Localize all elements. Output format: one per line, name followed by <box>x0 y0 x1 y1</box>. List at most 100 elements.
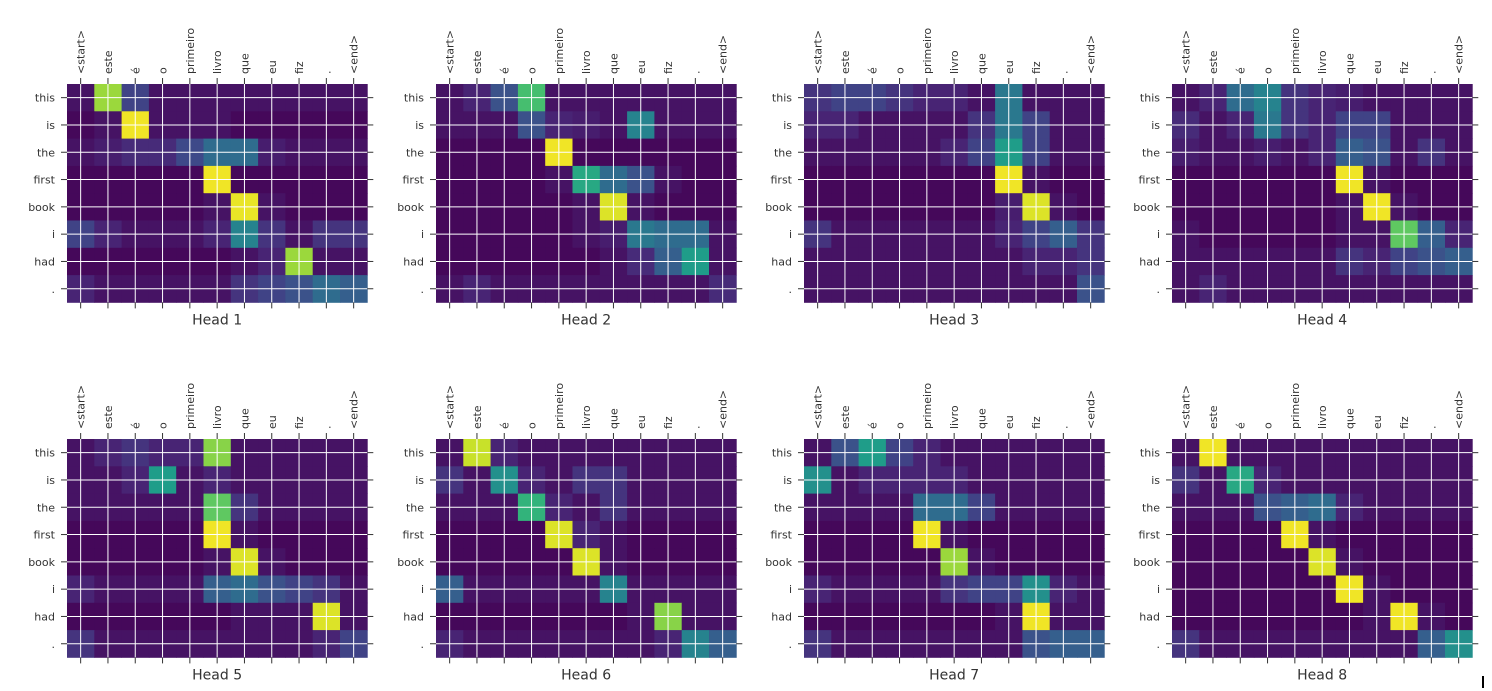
y-tick-labels: this is the first book i had. <box>765 447 792 651</box>
x-tick-label: primeiro <box>553 383 566 429</box>
y-tick-label: this <box>35 447 55 460</box>
x-tick-labels: <start> este é o primeiro livro que eu fiz. <end> <box>1180 383 1466 429</box>
x-tick-label: que <box>975 53 988 74</box>
x-tick-label: . <box>1057 71 1070 75</box>
x-tick-labels: <start> este é o primeiro livro que eu fiz. <end> <box>1180 28 1466 74</box>
head-title: Head 7 <box>929 667 979 683</box>
y-tick-label: this <box>772 447 792 460</box>
x-tick-label: eu <box>1003 60 1016 74</box>
y-tick-label: book <box>765 201 792 214</box>
tick-marks <box>430 433 743 664</box>
y-tick-label: i <box>1157 583 1160 596</box>
tick-marks <box>61 78 374 309</box>
y-tick-label: book <box>397 201 424 214</box>
x-tick-label: é <box>498 67 511 74</box>
x-tick-label: . <box>689 71 702 75</box>
x-tick-label: livro <box>1316 50 1329 74</box>
y-tick-label: i <box>52 228 55 241</box>
y-tick-label: . <box>789 638 793 651</box>
y-tick-label: i <box>1157 228 1160 241</box>
x-tick-label: que <box>607 408 620 429</box>
y-tick-label: this <box>772 92 792 105</box>
x-tick-label: este <box>1207 50 1220 74</box>
y-tick-label: i <box>421 228 424 241</box>
x-tick-label: livro <box>211 50 224 74</box>
x-tick-labels: <start> este é o primeiro livro que eu fiz. <end> <box>75 383 361 429</box>
x-tick-label: primeiro <box>553 28 566 74</box>
y-tick-label: first <box>403 529 425 542</box>
x-tick-label: fiz <box>662 61 675 74</box>
x-tick-label: . <box>689 426 702 430</box>
head-panel-4: <start> este é o primeiro livro que eu fiz. <end>… <box>1133 28 1479 328</box>
x-tick-label: <end> <box>1085 35 1098 74</box>
tick-marks <box>430 78 743 309</box>
x-tick-label: este <box>102 405 115 429</box>
x-tick-label: que <box>1343 53 1356 74</box>
y-tick-label: . <box>421 283 425 296</box>
x-tick-label: fiz <box>662 416 675 429</box>
head-title: Head 2 <box>561 312 611 328</box>
y-tick-label: i <box>52 583 55 596</box>
x-tick-label: <end> <box>1453 35 1466 74</box>
grid-lines <box>1172 439 1473 658</box>
x-tick-label: eu <box>266 415 279 429</box>
x-tick-label: . <box>320 71 333 75</box>
x-tick-label: este <box>1207 405 1220 429</box>
x-tick-label: o <box>157 67 170 74</box>
x-tick-label: primeiro <box>184 383 197 429</box>
x-tick-labels: <start> este é o primeiro livro que eu fiz. <end> <box>812 28 1098 74</box>
x-tick-label: é <box>1234 422 1247 429</box>
x-tick-label: este <box>102 50 115 74</box>
y-tick-label: i <box>421 583 424 596</box>
x-tick-label: fiz <box>293 416 306 429</box>
y-tick-label: first <box>771 529 793 542</box>
x-tick-label: eu <box>635 60 648 74</box>
y-tick-labels: this is the first book i had. <box>1133 92 1160 296</box>
x-tick-label: livro <box>580 50 593 74</box>
x-tick-label: fiz <box>293 61 306 74</box>
grid-lines <box>804 84 1105 303</box>
head-title: Head 3 <box>929 312 979 328</box>
x-tick-label: <end> <box>717 35 730 74</box>
x-tick-label: livro <box>948 50 961 74</box>
x-tick-label: . <box>320 426 333 430</box>
y-tick-label: the <box>774 146 792 159</box>
y-tick-label: had <box>1139 255 1160 268</box>
x-tick-label: eu <box>1003 415 1016 429</box>
x-tick-label: <start> <box>444 30 457 74</box>
grid-lines <box>1172 84 1473 303</box>
y-tick-label: had <box>403 610 424 623</box>
y-tick-label: . <box>789 283 793 296</box>
y-tick-labels: this is the first book i had. <box>28 447 55 651</box>
y-tick-label: is <box>46 474 55 487</box>
grid-lines <box>436 84 737 303</box>
x-tick-label: livro <box>580 405 593 429</box>
x-tick-label: eu <box>1371 60 1384 74</box>
head-title: Head 1 <box>192 312 242 328</box>
head-panel-2: <start> este é o primeiro livro que eu fiz. <end>… <box>397 28 743 328</box>
tick-marks <box>798 433 1111 664</box>
tick-marks <box>61 433 374 664</box>
x-tick-label: este <box>471 405 484 429</box>
text-cursor <box>1482 676 1484 688</box>
x-tick-label: fiz <box>1030 416 1043 429</box>
y-tick-label: is <box>46 119 55 132</box>
y-tick-label: this <box>1140 447 1160 460</box>
x-tick-label: fiz <box>1398 416 1411 429</box>
y-tick-labels: this is the first book i had. <box>765 92 792 296</box>
y-tick-label: the <box>37 146 55 159</box>
x-tick-label: . <box>1425 426 1438 430</box>
x-tick-label: o <box>1262 67 1275 74</box>
y-tick-label: had <box>771 255 792 268</box>
y-tick-label: book <box>28 556 55 569</box>
y-tick-label: the <box>406 501 424 514</box>
x-tick-label: <start> <box>812 30 825 74</box>
x-tick-label: fiz <box>1030 61 1043 74</box>
x-tick-label: eu <box>1371 415 1384 429</box>
head-panel-7: <start> este é o primeiro livro que eu fiz. <end>… <box>765 383 1111 683</box>
y-tick-label: had <box>34 610 55 623</box>
x-tick-label: que <box>238 408 251 429</box>
y-tick-label: the <box>37 501 55 514</box>
x-tick-label: <end> <box>1085 390 1098 429</box>
x-tick-label: o <box>526 422 539 429</box>
